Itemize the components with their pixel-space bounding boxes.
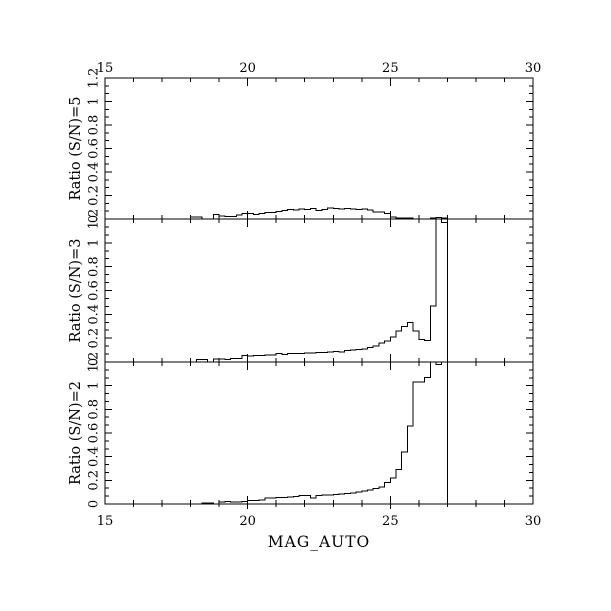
x-tick-label-bottom: 25 bbox=[382, 514, 399, 529]
y-tick-label: 0.4 bbox=[87, 446, 102, 467]
x-tick-label-bottom: 20 bbox=[239, 514, 256, 529]
x-tick-label-top: 25 bbox=[382, 61, 399, 76]
y-tick-label: 1.2 bbox=[87, 68, 102, 89]
panel-frame-2 bbox=[104, 361, 534, 505]
x-tick-label-top: 15 bbox=[97, 61, 114, 76]
x-tick-label-top: 30 bbox=[525, 61, 542, 76]
y-tick-label: 0.6 bbox=[87, 280, 102, 301]
y-tick-label: 0 bbox=[87, 500, 102, 508]
panel-frame-0 bbox=[104, 77, 534, 220]
panel-frame-1 bbox=[104, 218, 534, 363]
y-tick-label: 0.6 bbox=[87, 138, 102, 159]
y-tick-label: 0.2 bbox=[87, 328, 102, 349]
x-axis-title: MAG_AUTO bbox=[268, 533, 371, 551]
y-tick-label: 0.8 bbox=[87, 399, 102, 420]
y-tick-label: 0 bbox=[87, 358, 102, 366]
y-axis-title-1: Ratio (S/N)=3 bbox=[68, 239, 84, 343]
histogram-panel-1 bbox=[190, 218, 448, 363]
histogram-panel-0 bbox=[190, 207, 448, 220]
x-tick-label-bottom: 30 bbox=[525, 514, 542, 529]
y-tick-label: 0.2 bbox=[87, 185, 102, 206]
x-tick-label-bottom: 15 bbox=[97, 514, 114, 529]
y-tick-label: 1 bbox=[87, 97, 102, 105]
y-tick-label: 1 bbox=[87, 382, 102, 390]
y-axis-title-2: Ratio (S/N)=2 bbox=[68, 381, 84, 485]
y-tick-label: 0.4 bbox=[87, 162, 102, 183]
y-tick-label: 0.8 bbox=[87, 256, 102, 277]
y-tick-label: 0.2 bbox=[87, 470, 102, 491]
y-tick-label: 0.8 bbox=[87, 115, 102, 136]
y-tick-label: 1.2 bbox=[87, 352, 102, 373]
y-axis-title-0: Ratio (S/N)=5 bbox=[68, 97, 84, 201]
y-tick-label: 1.2 bbox=[87, 209, 102, 230]
y-tick-label: 1 bbox=[87, 239, 102, 247]
y-tick-label: 0.6 bbox=[87, 423, 102, 444]
x-tick-label-top: 20 bbox=[239, 61, 256, 76]
histogram-panel-2 bbox=[190, 361, 448, 505]
y-tick-label: 0 bbox=[87, 215, 102, 223]
y-tick-label: 0.4 bbox=[87, 304, 102, 325]
